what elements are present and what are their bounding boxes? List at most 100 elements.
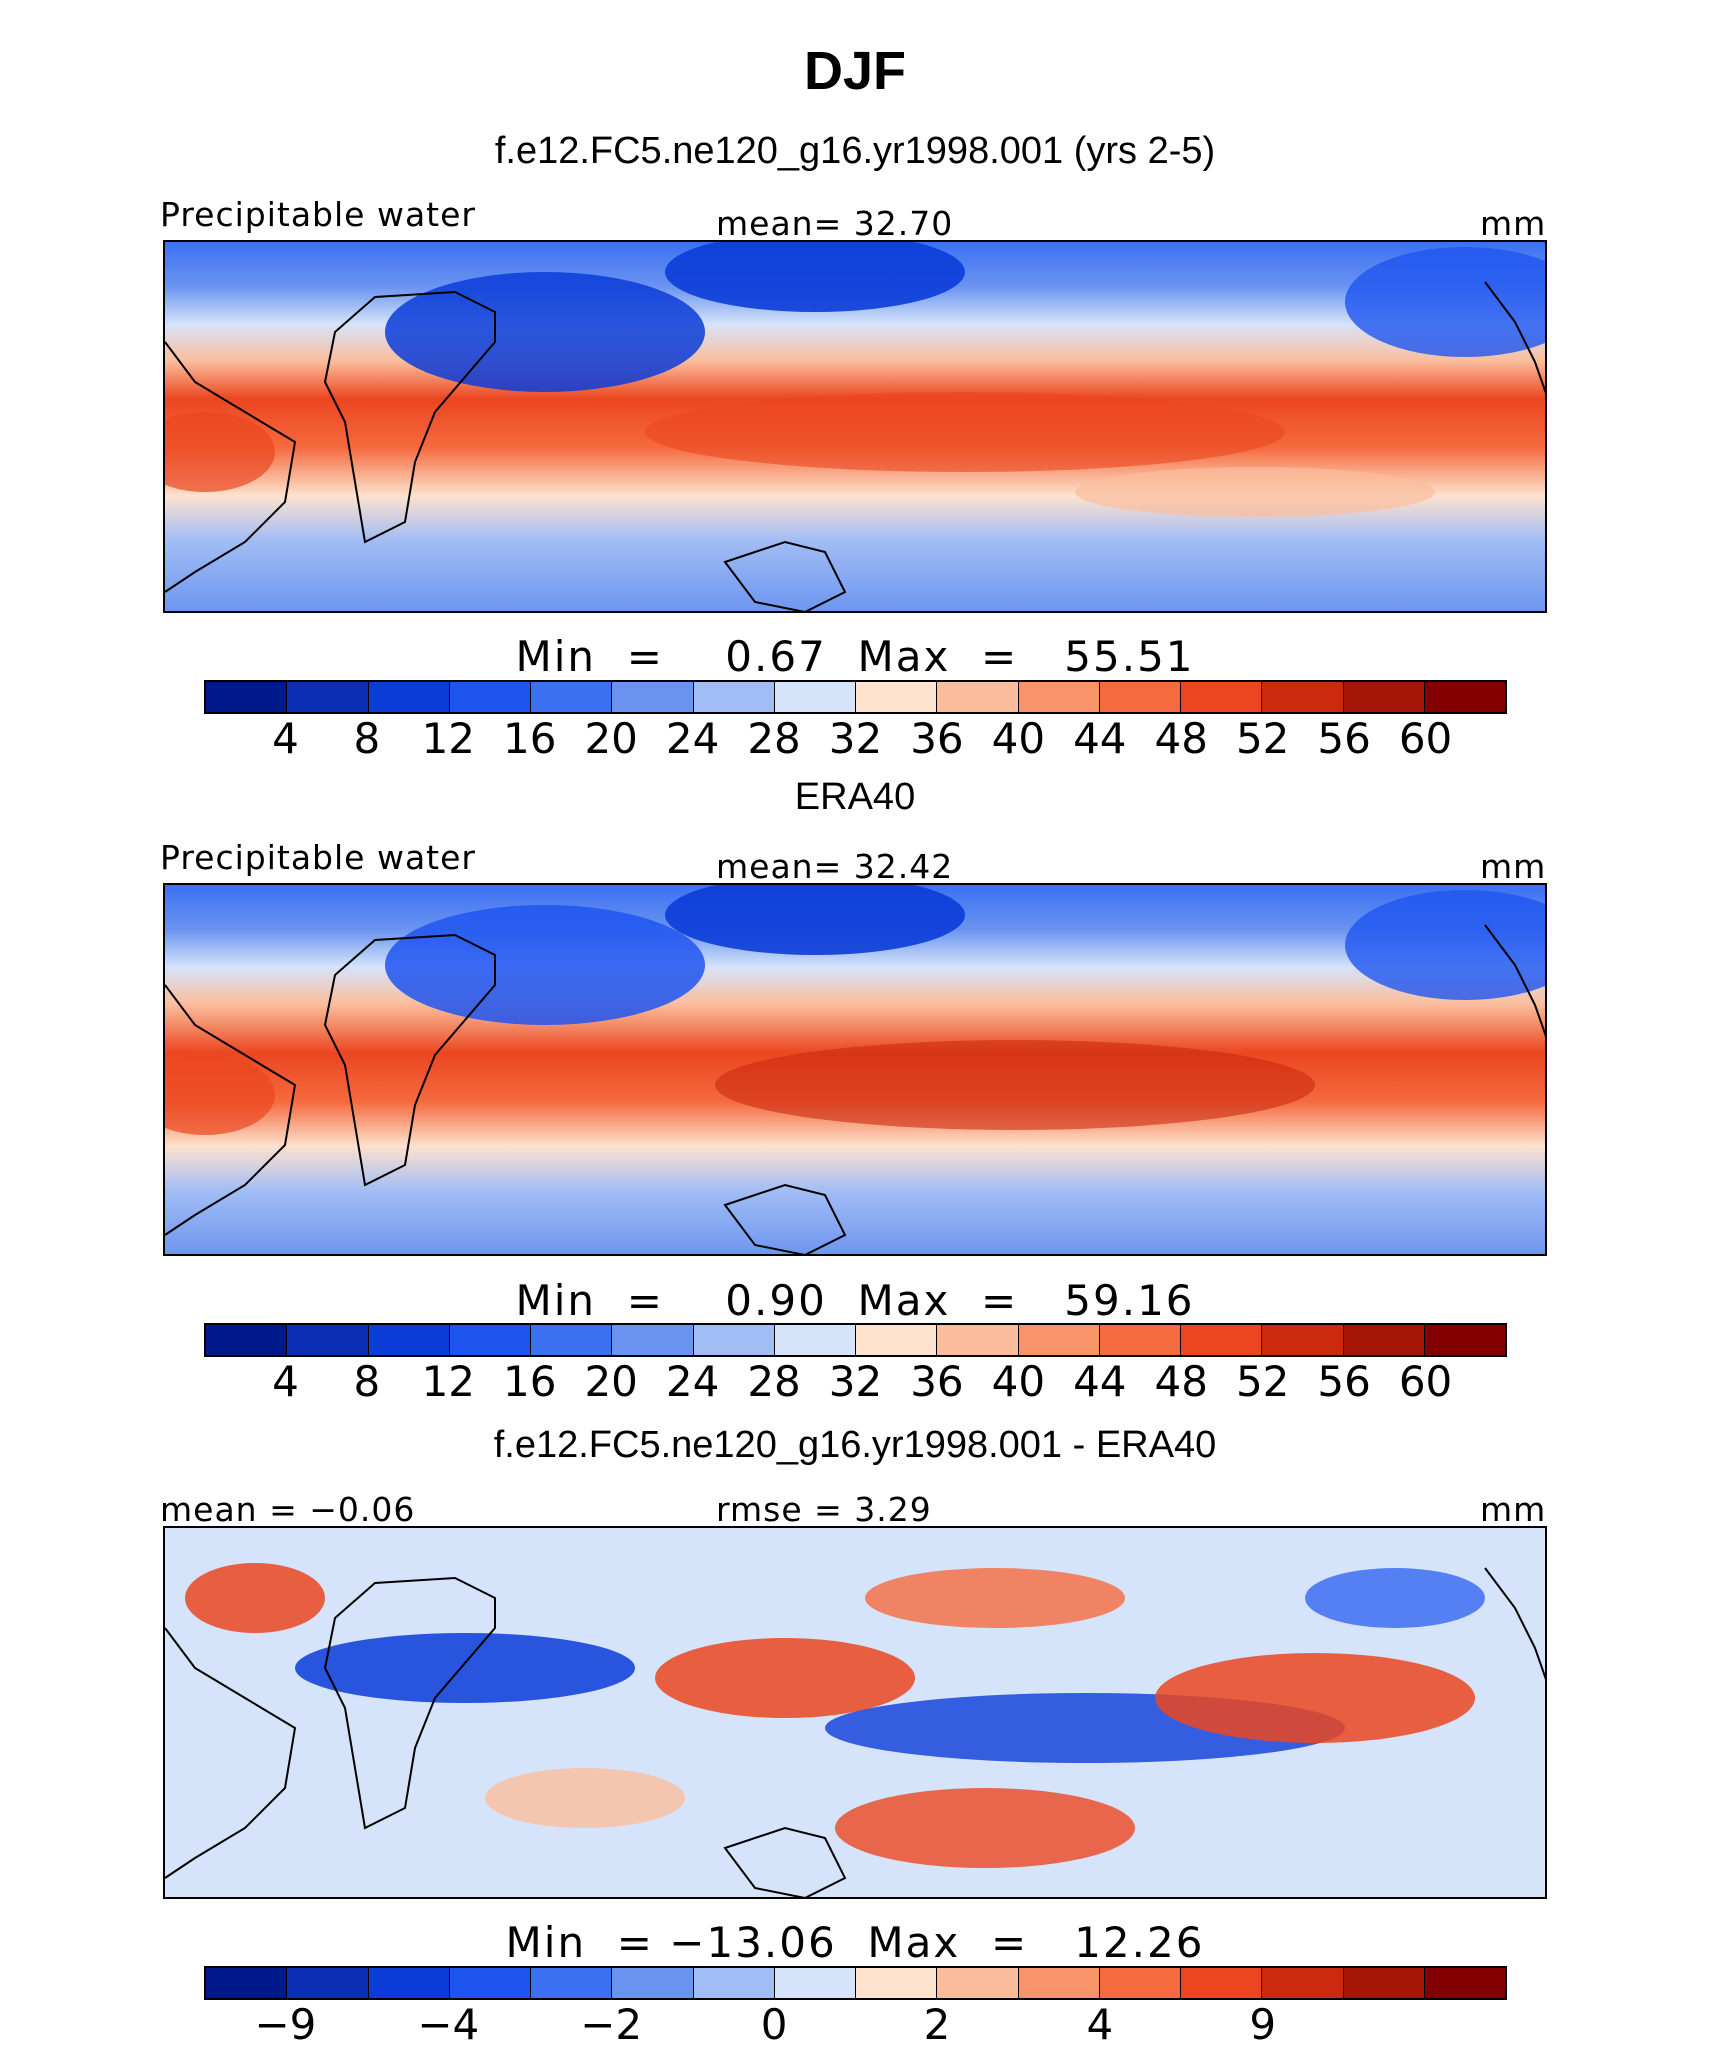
colorbar-tick-label: 16 xyxy=(503,714,557,763)
panel3-title: f.e12.FC5.ne120_g16.yr1998.001 - ERA40 xyxy=(493,1424,1217,1466)
colorbar-tick-label: 4 xyxy=(1086,2000,1114,2049)
colorbar-swatch xyxy=(937,682,1019,712)
colorbar-swatch xyxy=(1181,682,1263,712)
colorbar-tick-label: 12 xyxy=(421,714,476,763)
panel3-rmse: rmse = 3.29 xyxy=(716,1490,932,1529)
panel3-minmax: Min = −13.06 Max = 12.26 xyxy=(505,1918,1205,1967)
panel3-units: mm xyxy=(1480,1490,1547,1529)
colorbar-swatch xyxy=(206,1325,288,1355)
colorbar-swatch xyxy=(449,1325,531,1355)
colorbar-tick-label: 24 xyxy=(665,1357,720,1406)
colorbar-tick-label: 36 xyxy=(910,1357,964,1406)
colorbar-tick-label: 60 xyxy=(1398,1357,1453,1406)
colorbar-tick-label: 56 xyxy=(1317,1357,1371,1406)
colorbar-tick-label: 48 xyxy=(1154,1357,1208,1406)
panel1-colorbar xyxy=(204,680,1507,714)
colorbar-swatch xyxy=(287,1325,369,1355)
panel2-title: ERA40 xyxy=(794,776,916,818)
colorbar-swatch xyxy=(449,1968,531,1998)
colorbar-swatch xyxy=(1262,682,1344,712)
colorbar-swatch xyxy=(1343,682,1425,712)
colorbar-swatch xyxy=(1262,1325,1344,1355)
colorbar-tick-label: 52 xyxy=(1235,714,1290,763)
colorbar-swatch xyxy=(937,1968,1019,1998)
colorbar-tick-label: 8 xyxy=(353,714,381,763)
colorbar-swatch xyxy=(368,682,450,712)
colorbar-tick-label: 28 xyxy=(747,714,801,763)
panel1-minmax: Min = 0.67 Max = 55.51 xyxy=(515,632,1195,681)
panel3-ticks: −9 −4 −2 0 2 4 9 xyxy=(0,2000,1710,2049)
colorbar-swatch xyxy=(1424,1968,1505,1998)
colorbar-swatch xyxy=(1018,1325,1100,1355)
page-title: DJF xyxy=(803,41,906,101)
colorbar-tick-label: 56 xyxy=(1317,714,1371,763)
colorbar-swatch xyxy=(856,1325,938,1355)
colorbar-swatch xyxy=(531,682,613,712)
colorbar-tick-label: 60 xyxy=(1398,714,1453,763)
colorbar-tick-label: 0 xyxy=(760,2000,788,2049)
panel1-variable: Precipitable water xyxy=(160,195,476,234)
panel1-title: f.e12.FC5.ne120_g16.yr1998.001 (yrs 2-5) xyxy=(494,130,1216,172)
colorbar-swatch xyxy=(1262,1968,1344,1998)
panel2-map xyxy=(163,883,1547,1256)
colorbar-tick-label: 40 xyxy=(991,1357,1046,1406)
colorbar-swatch xyxy=(1424,1325,1505,1355)
colorbar-tick-label: 36 xyxy=(910,714,964,763)
panel1-units: mm xyxy=(1480,204,1547,243)
colorbar-swatch xyxy=(287,682,369,712)
colorbar-tick-label: 4 xyxy=(272,714,299,763)
colorbar-tick-label: 20 xyxy=(584,1357,638,1406)
colorbar-tick-label: −9 xyxy=(254,2000,317,2049)
colorbar-tick-label: 32 xyxy=(828,1357,883,1406)
colorbar-swatch xyxy=(449,682,531,712)
colorbar-swatch xyxy=(1424,682,1505,712)
colorbar-swatch xyxy=(937,1325,1019,1355)
colorbar-tick-label: 2 xyxy=(923,2000,951,2049)
colorbar-swatch xyxy=(1018,1968,1100,1998)
colorbar-swatch xyxy=(1099,682,1181,712)
colorbar-tick-label: 52 xyxy=(1235,1357,1290,1406)
colorbar-swatch xyxy=(774,1968,856,1998)
panel2-mean: mean= 32.42 xyxy=(716,847,954,886)
colorbar-tick-label: 12 xyxy=(421,1357,476,1406)
colorbar-swatch xyxy=(693,1325,775,1355)
colorbar-swatch xyxy=(1099,1968,1181,1998)
colorbar-tick-label: 20 xyxy=(584,714,638,763)
colorbar-swatch xyxy=(612,1968,694,1998)
panel3-map xyxy=(163,1526,1547,1899)
colorbar-tick-label: 28 xyxy=(747,1357,801,1406)
colorbar-tick-label: 40 xyxy=(991,714,1046,763)
colorbar-tick-label: −4 xyxy=(417,2000,480,2049)
colorbar-tick-label: 48 xyxy=(1154,714,1208,763)
colorbar-tick-label: 32 xyxy=(828,714,883,763)
colorbar-swatch xyxy=(368,1325,450,1355)
panel3-colorbar xyxy=(204,1966,1507,2000)
panel2-minmax: Min = 0.90 Max = 59.16 xyxy=(515,1276,1195,1325)
colorbar-swatch xyxy=(612,682,694,712)
colorbar-swatch xyxy=(693,682,775,712)
colorbar-swatch xyxy=(287,1968,369,1998)
panel1-ticks: 4 8 12 16 20 24 28 32 36 40 44 48 52 56 60 xyxy=(0,714,1710,764)
colorbar-tick-label: 16 xyxy=(503,1357,557,1406)
colorbar-tick-label: 44 xyxy=(1073,714,1127,763)
colorbar-swatch xyxy=(1018,682,1100,712)
panel2-variable: Precipitable water xyxy=(160,838,476,877)
colorbar-swatch xyxy=(1099,1325,1181,1355)
colorbar-swatch xyxy=(693,1968,775,1998)
colorbar-swatch xyxy=(856,1968,938,1998)
colorbar-tick-label: 8 xyxy=(353,1357,381,1406)
colorbar-tick-label: 4 xyxy=(272,1357,299,1406)
colorbar-swatch xyxy=(531,1325,613,1355)
colorbar-swatch xyxy=(1343,1968,1425,1998)
colorbar-swatch xyxy=(856,682,938,712)
colorbar-swatch xyxy=(531,1968,613,1998)
colorbar-swatch xyxy=(1181,1325,1263,1355)
panel3-mean: mean = −0.06 xyxy=(160,1490,416,1529)
panel1-map xyxy=(163,240,1547,613)
colorbar-tick-label: 44 xyxy=(1073,1357,1127,1406)
colorbar-tick-label: −2 xyxy=(580,2000,643,2049)
colorbar-swatch xyxy=(1343,1325,1425,1355)
colorbar-tick-label: 24 xyxy=(665,714,720,763)
colorbar-swatch xyxy=(368,1968,450,1998)
panel2-units: mm xyxy=(1480,847,1547,886)
